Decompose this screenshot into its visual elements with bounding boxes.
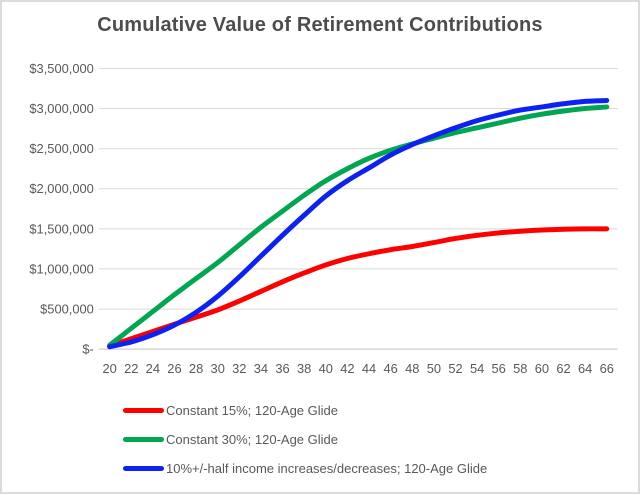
x-axis-label: 52	[448, 361, 462, 376]
x-axis-label: 46	[383, 361, 397, 376]
x-axis-label: 28	[189, 361, 203, 376]
x-axis-label: 36	[275, 361, 289, 376]
legend-swatch-constant-30	[123, 437, 164, 442]
x-axis-label: 30	[211, 361, 225, 376]
x-axis-label: 32	[232, 361, 246, 376]
legend-item: Constant 15%; 120-Age Glide	[123, 396, 487, 425]
x-axis-label: 44	[362, 361, 376, 376]
x-axis-label: 34	[254, 361, 268, 376]
x-axis-label: 42	[340, 361, 354, 376]
x-axis-label: 38	[297, 361, 311, 376]
legend-item: Constant 30%; 120-Age Glide	[123, 425, 487, 454]
x-axis-label: 48	[405, 361, 419, 376]
x-axis-label: 54	[470, 361, 484, 376]
legend: Constant 15%; 120-Age Glide Constant 30%;…	[123, 396, 487, 483]
y-axis-label: $500,000	[40, 302, 94, 317]
x-axis-label: 40	[319, 361, 333, 376]
legend-swatch-constant-15	[123, 408, 164, 413]
y-axis-label: $3,500,000	[29, 61, 93, 76]
x-axis-label: 56	[491, 361, 505, 376]
x-axis-label: 60	[535, 361, 549, 376]
legend-label: Constant 15%; 120-Age Glide	[166, 403, 338, 418]
series-line-income-glide	[107, 98, 610, 350]
x-axis-label: 22	[124, 361, 138, 376]
legend-swatch-income-glide	[123, 466, 164, 471]
x-axis-label: 50	[427, 361, 441, 376]
x-axis-label: 66	[600, 361, 614, 376]
y-axis-label: $1,500,000	[29, 221, 93, 236]
legend-label: 10%+/-half income increases/decreases; 1…	[166, 461, 488, 476]
y-axis-label: $2,500,000	[29, 141, 93, 156]
x-axis-label: 26	[167, 361, 181, 376]
chart-title: Cumulative Value of Retirement Contribut…	[97, 14, 543, 36]
y-axis-label: $-	[82, 342, 93, 357]
x-axis-label: 24	[146, 361, 160, 376]
series-line-constant-30	[107, 104, 610, 348]
x-axis-label: 20	[102, 361, 116, 376]
y-axis-label: $2,000,000	[29, 181, 93, 196]
series-line-constant-15	[107, 226, 610, 349]
x-axis-label: 62	[556, 361, 570, 376]
x-axis-label: 58	[513, 361, 527, 376]
x-axis-label: 64	[578, 361, 592, 376]
legend-item: 10%+/-half income increases/decreases; 1…	[123, 454, 487, 483]
legend-label: Constant 30%; 120-Age Glide	[166, 432, 338, 447]
y-axis-label: $1,000,000	[29, 261, 93, 276]
y-axis-label: $3,000,000	[29, 101, 93, 116]
